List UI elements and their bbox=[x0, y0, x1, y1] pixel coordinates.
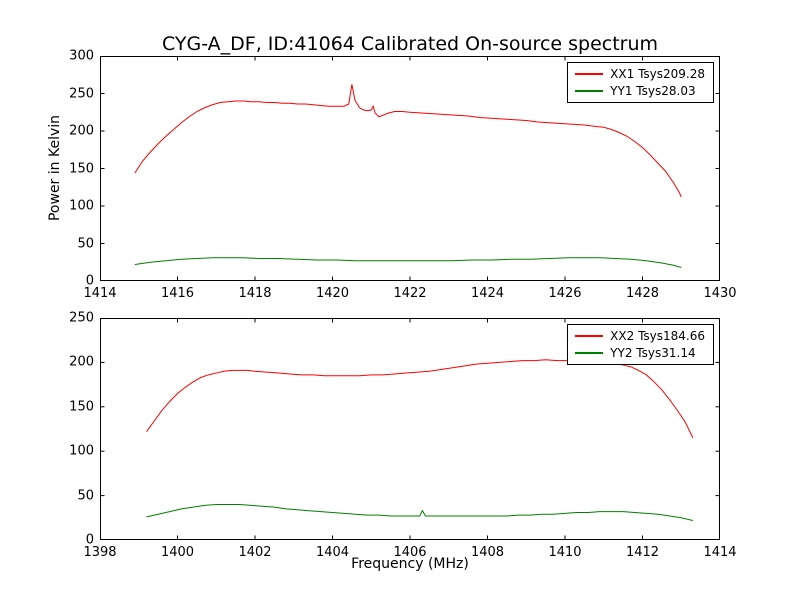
y-tick-label: 200 bbox=[69, 354, 94, 370]
x-tick-label: 1426 bbox=[548, 286, 582, 301]
legend-line-swatch bbox=[575, 73, 604, 75]
y-tick-label: 300 bbox=[69, 48, 94, 64]
x-tick-label: 1414 bbox=[703, 545, 737, 560]
x-tick-label: 1398 bbox=[83, 545, 117, 560]
x-tick-label: 1430 bbox=[703, 286, 737, 301]
series-line-yy1 bbox=[134, 257, 682, 268]
y-tick-label: 0 bbox=[85, 273, 94, 289]
series-line-xx1 bbox=[134, 84, 682, 198]
legend-entry: XX2 Tsys184.66 bbox=[575, 329, 705, 343]
legend-line-swatch bbox=[575, 352, 604, 354]
subplot-bottom bbox=[100, 318, 720, 540]
legend-entry: XX1 Tsys209.28 bbox=[575, 67, 705, 81]
x-tick-label: 1410 bbox=[548, 545, 582, 560]
y-tick-label: 50 bbox=[77, 488, 94, 504]
series-line-yy2 bbox=[146, 503, 693, 521]
x-tick-label: 1428 bbox=[625, 286, 660, 301]
legend-line-swatch bbox=[575, 335, 604, 337]
y-tick-label: 100 bbox=[69, 443, 94, 459]
legend-label: XX1 Tsys209.28 bbox=[610, 67, 705, 81]
legend-entry: YY1 Tsys28.03 bbox=[575, 84, 705, 98]
x-tick-label: 1408 bbox=[470, 545, 505, 560]
x-tick-label: 1420 bbox=[315, 286, 350, 301]
y-tick-label: 150 bbox=[69, 161, 94, 176]
y-tick-label: 200 bbox=[69, 123, 94, 139]
y-tick-label: 50 bbox=[77, 236, 94, 251]
x-axis-label: Frequency (MHz) bbox=[351, 556, 469, 572]
legend-label: YY2 Tsys31.14 bbox=[610, 346, 696, 360]
legend-line-swatch bbox=[575, 90, 604, 92]
x-tick-label: 1406 bbox=[393, 545, 427, 560]
y-tick-label: 0 bbox=[85, 532, 94, 548]
y-tick-label: 250 bbox=[69, 86, 94, 101]
x-tick-label: 1414 bbox=[83, 286, 117, 301]
x-tick-label: 1400 bbox=[160, 545, 195, 560]
chart-title: CYG-A_DF, ID:41064 Calibrated On-source … bbox=[161, 33, 659, 55]
x-tick-label: 1402 bbox=[238, 545, 272, 560]
x-tick-label: 1416 bbox=[160, 286, 195, 301]
subplot-canvas-1 bbox=[100, 318, 720, 540]
x-tick-label: 1404 bbox=[315, 545, 350, 560]
x-tick-label: 1418 bbox=[238, 286, 272, 301]
x-tick-label: 1412 bbox=[625, 545, 660, 560]
legend-label: YY1 Tsys28.03 bbox=[610, 84, 696, 98]
legend: XX2 Tsys184.66 YY2 Tsys31.14 bbox=[567, 324, 714, 365]
legend-entry: YY2 Tsys31.14 bbox=[575, 346, 705, 360]
legend-label: XX2 Tsys184.66 bbox=[610, 329, 705, 343]
legend: XX1 Tsys209.28 YY1 Tsys28.03 bbox=[567, 62, 714, 103]
y-tick-label: 250 bbox=[69, 310, 94, 326]
x-tick-label: 1422 bbox=[393, 286, 427, 301]
x-tick-label: 1424 bbox=[470, 286, 505, 301]
y-tick-label: 100 bbox=[69, 198, 94, 214]
y-tick-label: 150 bbox=[69, 399, 94, 415]
